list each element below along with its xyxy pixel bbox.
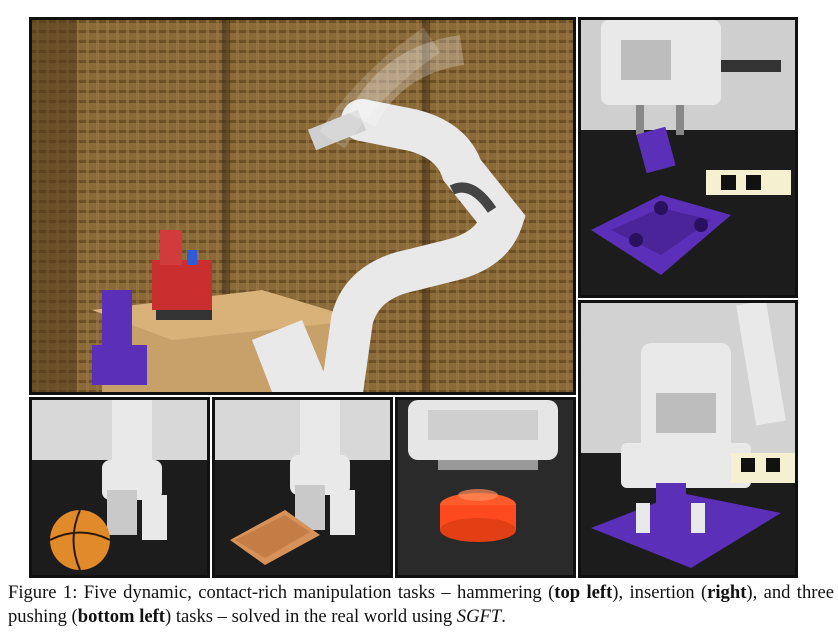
figure-caption: Figure 1: Five dynamic, contact-rich man… xyxy=(8,581,834,629)
hammering-photo xyxy=(29,17,576,395)
pushing-ball-photo xyxy=(29,397,210,578)
caption-text-4: ) tasks – solved in the real world using xyxy=(165,606,457,627)
caption-method-name: SGFT xyxy=(456,606,502,627)
pushing-towel-photo xyxy=(212,397,393,578)
pushing-puck-photo xyxy=(395,397,576,578)
caption-text-2: ), insertion ( xyxy=(612,582,708,603)
caption-text-1: Five dynamic, contact-rich manipulation … xyxy=(77,582,555,603)
caption-bold-right: right xyxy=(707,582,747,603)
caption-text-3: ), and three pushing ( xyxy=(8,582,834,627)
caption-bold-bottom-left: bottom left xyxy=(77,606,165,627)
caption-bold-top-left: top left xyxy=(554,582,613,603)
insertion-bottom-photo xyxy=(578,300,798,578)
figure-label: Figure 1: xyxy=(8,582,78,603)
caption-end: . xyxy=(501,606,506,627)
insertion-top-photo xyxy=(578,17,798,298)
